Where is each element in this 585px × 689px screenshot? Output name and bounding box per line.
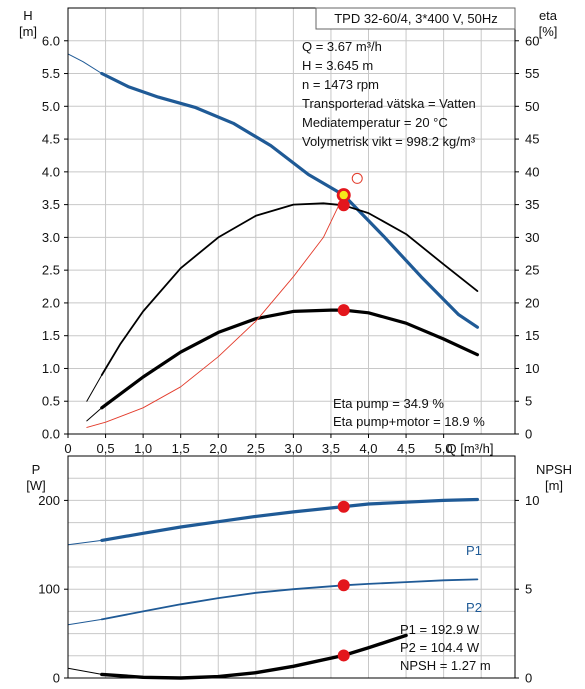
top-right-tick-label: 25: [525, 263, 539, 278]
x-tick-label: 4,5: [397, 441, 415, 456]
top-right-tick-label: 15: [525, 328, 539, 343]
eta-pump-pt-marker: [337, 199, 350, 212]
x-tick-label: 3,0: [284, 441, 302, 456]
top-plot-frame: [67, 7, 516, 435]
curve-head: [100, 71, 479, 329]
p2-value-text: P2 = 104.4 W: [400, 640, 480, 655]
curve-p1: [100, 497, 479, 542]
bottom-curves: [67, 497, 479, 680]
top-right-tick-label: 0: [525, 427, 532, 442]
top-right-tick-label: 60: [525, 33, 539, 48]
bottom-right-axis-label-2: [m]: [545, 478, 563, 493]
top-left-tick-label: 2.0: [42, 295, 60, 310]
top-left-tick-label: 5.5: [42, 66, 60, 81]
eta-total-text: Eta pump+motor = 18.9 %: [333, 414, 485, 429]
bottom-left-axis-label-2: [W]: [26, 478, 46, 493]
curve-npsh-thin: [67, 667, 103, 675]
curve-eta-pump: [100, 202, 479, 376]
top-left-axis-label-1: H: [23, 8, 32, 23]
npsh-value-text: NPSH = 1.27 m: [400, 658, 491, 673]
info-line-density: Volymetrisk vikt = 998.2 kg/m³: [302, 134, 476, 149]
curve-p2: [100, 578, 479, 621]
bottom-right-tick-label: 5: [525, 582, 532, 597]
top-right-tick-label: 50: [525, 99, 539, 114]
curve-eta-pump-thin: [86, 374, 103, 402]
top-left-tick-label: 0.5: [42, 394, 60, 409]
tick-labels: 0.0 0.5 1.0 1.5 2.0 2.5 3.0 3.5 4.0 4.5 5.0 5.5 6.0 0…: [38, 33, 539, 685]
npsh-pt-marker: [337, 649, 350, 662]
curve-eta-total: [100, 308, 479, 410]
x-tick-label: 4,0: [359, 441, 377, 456]
top-curves: [67, 53, 479, 428]
top-right-tick-label: 30: [525, 230, 539, 245]
curve-head-thin: [67, 53, 103, 74]
top-grid: [68, 8, 515, 434]
p2-pt-marker: [337, 579, 350, 592]
bottom-plot-frame: [67, 455, 516, 679]
top-left-tick-label: 6.0: [42, 33, 60, 48]
top-right-tick-label: 45: [525, 132, 539, 147]
plot-frames: [67, 7, 516, 679]
top-right-tick-label: 20: [525, 295, 539, 310]
top-left-tick-label: 5.0: [42, 99, 60, 114]
bottom-right-axis-label-1: NPSH: [536, 462, 572, 477]
curve-eta-total-thin: [86, 407, 103, 422]
top-left-tick-label: 0.0: [42, 427, 60, 442]
top-right-tick-label: 10: [525, 361, 539, 376]
bottom-left-tick-label: 100: [38, 582, 60, 597]
chart-title: TPD 32-60/4, 3*400 V, 50Hz: [334, 11, 498, 26]
top-left-tick-label: 3.5: [42, 197, 60, 212]
top-right-tick-label: 35: [525, 197, 539, 212]
bottom-grid: [68, 456, 515, 678]
info-line-n: n = 1473 rpm: [302, 77, 379, 92]
x-tick-label: 0,5: [97, 441, 115, 456]
bottom-left-tick-label: 0: [53, 671, 60, 686]
p1-series-label: P1: [466, 543, 482, 558]
top-left-tick-label: 1.5: [42, 328, 60, 343]
x-axis-label: Q [m³/h]: [447, 441, 494, 456]
curve-p1-thin: [67, 539, 103, 546]
top-left-tick-label: 4.5: [42, 132, 60, 147]
chart-title-box: [315, 7, 516, 30]
top-right-axis-label-2: [%]: [539, 24, 558, 39]
p1-pt-marker: [337, 500, 350, 513]
p2-series-label: P2: [466, 600, 482, 615]
curve-p2-thin: [67, 618, 103, 626]
curve-system: [86, 194, 345, 428]
info-line-h: H = 3.645 m: [302, 58, 373, 73]
top-right-tick-label: 40: [525, 164, 539, 179]
top-right-tick-label: 5: [525, 394, 532, 409]
bottom-right-tick-label: 10: [525, 493, 539, 508]
bottom-left-axis-label-1: P: [32, 462, 41, 477]
eta-pump-text: Eta pump = 34.9 %: [333, 396, 444, 411]
top-left-tick-label: 2.5: [42, 263, 60, 278]
x-tick-label: 1,0: [134, 441, 152, 456]
info-line-q: Q = 3.67 m³/h: [302, 39, 382, 54]
top-left-axis-label-2: [m]: [19, 24, 37, 39]
duty-point-center: [339, 190, 348, 200]
top-right-axis-label-1: eta: [539, 8, 558, 23]
bottom-left-tick-label: 200: [38, 493, 60, 508]
info-line-liquid: Transporterad vätska = Vatten: [302, 96, 476, 111]
bottom-right-tick-label: 0: [525, 671, 532, 686]
x-tick-label: 2,0: [209, 441, 227, 456]
x-tick-label: 2,5: [247, 441, 265, 456]
top-right-tick-label: 55: [525, 66, 539, 81]
x-tick-label: 3,5: [322, 441, 340, 456]
eta-total-pt-marker: [337, 304, 350, 317]
curve-npsh: [100, 633, 408, 680]
info-line-temperature: Mediatemperatur = 20 °C: [302, 115, 448, 130]
p1-value-text: P1 = 192.9 W: [400, 622, 480, 637]
x-tick-label: 0: [64, 441, 71, 456]
x-tick-label: 5,0: [435, 441, 453, 456]
open-marker: [351, 172, 363, 184]
top-left-tick-label: 3.0: [42, 230, 60, 245]
top-left-tick-label: 1.0: [42, 361, 60, 376]
top-left-tick-label: 4.0: [42, 164, 60, 179]
x-tick-label: 1,5: [172, 441, 190, 456]
